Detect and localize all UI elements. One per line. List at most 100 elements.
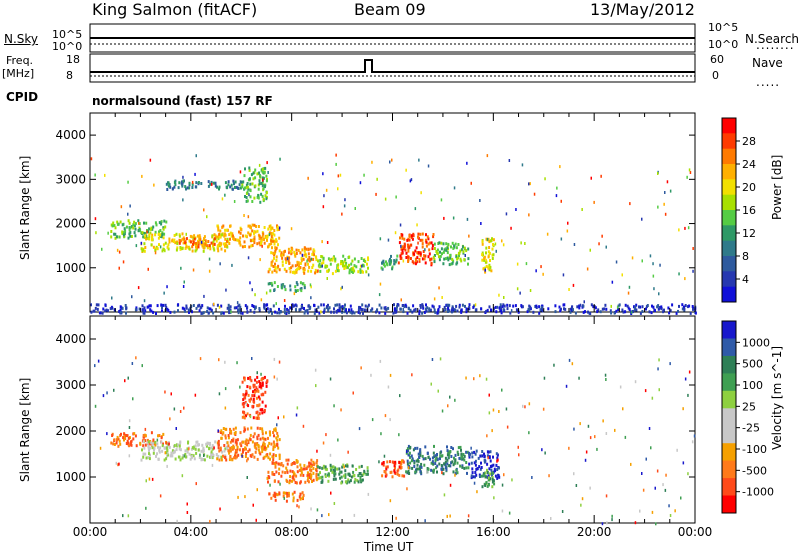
velocity-cell xyxy=(333,471,335,475)
power-cell xyxy=(503,304,506,308)
power-noise-cell xyxy=(290,227,293,231)
power-noise-cell xyxy=(501,239,503,243)
power-cell xyxy=(610,311,613,315)
velocity-cell xyxy=(265,431,267,435)
velocity-cell xyxy=(324,475,327,478)
power-cell xyxy=(287,309,290,313)
velocity-cell xyxy=(247,376,250,380)
power-cell xyxy=(451,306,454,310)
power-cell xyxy=(276,228,279,232)
power-cell xyxy=(104,309,107,313)
power-cell xyxy=(281,253,284,257)
power-cell xyxy=(252,305,255,308)
velocity-cell xyxy=(239,448,241,452)
velocity-cell xyxy=(418,455,421,459)
power-cell xyxy=(329,262,332,266)
velocity-cell xyxy=(393,464,396,468)
power-cell xyxy=(412,304,415,308)
velocity-cell xyxy=(419,469,422,473)
power-cell xyxy=(314,268,317,272)
power-cell xyxy=(248,177,251,181)
velocity-cell xyxy=(308,476,311,479)
power-cell xyxy=(490,269,493,273)
power-cell xyxy=(407,258,410,262)
velocity-noise-cell xyxy=(611,514,613,518)
velocity-cell xyxy=(262,445,265,449)
power-cell xyxy=(462,245,464,249)
beam-title: Beam 09 xyxy=(354,0,426,19)
power-cell xyxy=(491,257,494,260)
power-cell xyxy=(622,310,625,314)
velocity-cell xyxy=(157,434,159,438)
velocity-cell xyxy=(261,436,264,440)
velocity-cell xyxy=(232,437,235,441)
power-cell xyxy=(141,304,144,308)
power-cell xyxy=(487,250,490,254)
velocity-cell xyxy=(474,459,477,463)
velocity-cell xyxy=(132,437,135,441)
velocity-cell xyxy=(276,493,279,497)
velocity-cell xyxy=(315,476,318,480)
power-cell xyxy=(238,239,241,243)
velocity-cell xyxy=(300,469,303,473)
velocity-cell xyxy=(288,479,291,483)
power-noise-cell xyxy=(275,302,277,306)
velocity-noise-cell xyxy=(454,473,456,477)
power-cell xyxy=(411,237,414,241)
power-noise-cell xyxy=(581,208,583,211)
power-cell xyxy=(214,234,217,238)
power-cell xyxy=(183,307,186,311)
power-cell xyxy=(238,241,241,245)
power-cell xyxy=(416,256,419,260)
velocity-cell xyxy=(400,466,403,469)
velocity-noise-cell xyxy=(351,464,354,468)
power-cell xyxy=(433,260,436,264)
velocity-noise-cell xyxy=(680,496,682,500)
velocity-cell xyxy=(249,376,252,379)
velocity-noise-cell xyxy=(682,461,685,465)
power-noise-cell xyxy=(310,296,312,300)
velocity-cell xyxy=(210,455,213,459)
power-cell xyxy=(240,186,242,190)
power-cell xyxy=(326,264,329,268)
velocity-cell xyxy=(271,455,274,459)
power-colorbar-segment xyxy=(722,225,736,242)
power-noise-cell xyxy=(394,231,397,235)
power-cell xyxy=(272,239,275,243)
velocity-cell xyxy=(185,455,187,459)
power-noise-cell xyxy=(254,293,256,297)
velocity-cell xyxy=(434,454,437,458)
power-cell xyxy=(145,221,148,225)
power-cell xyxy=(428,248,431,252)
power-cell xyxy=(266,307,269,311)
power-cell xyxy=(275,255,278,259)
power-cell xyxy=(431,247,434,251)
noise-tick-right-top: 10^5 xyxy=(708,21,739,34)
power-cell xyxy=(129,234,132,238)
velocity-cell xyxy=(417,452,420,456)
velocity-cell xyxy=(198,443,200,447)
velocity-cell xyxy=(235,443,238,447)
power-cell xyxy=(181,247,184,251)
power-cell xyxy=(250,244,253,248)
velocity-noise-cell xyxy=(426,470,428,474)
power-noise-cell xyxy=(143,299,146,303)
velocity-colorbar-segment xyxy=(722,408,736,427)
power-noise-cell xyxy=(213,302,215,306)
power-cell xyxy=(345,311,348,315)
velocity-cell xyxy=(454,459,457,463)
power-cell xyxy=(367,303,370,307)
velocity-cell xyxy=(290,463,293,467)
power-cell xyxy=(613,311,616,315)
power-cell xyxy=(603,307,606,311)
power-cell xyxy=(275,239,278,243)
power-cell xyxy=(385,260,387,264)
power-noise-cell xyxy=(520,241,522,245)
power-cell xyxy=(390,259,392,263)
velocity-cell xyxy=(354,477,357,481)
power-cell xyxy=(491,237,493,241)
power-cell xyxy=(399,307,402,311)
power-noise-cell xyxy=(320,310,322,314)
velocity-cell xyxy=(393,470,396,474)
velocity-cell xyxy=(412,448,415,452)
